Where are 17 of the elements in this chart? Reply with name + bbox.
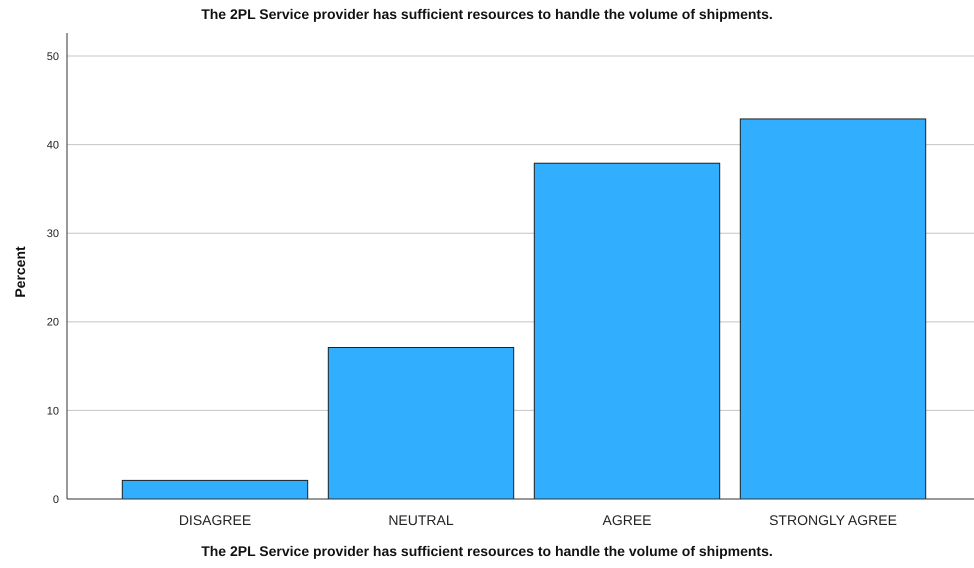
- x-tick-label: AGREE: [602, 512, 652, 528]
- bar: [122, 480, 308, 500]
- chart-title: The 2PL Service provider has sufficient resources to handle the volume of shipments.: [201, 6, 773, 22]
- bar: [740, 118, 926, 500]
- y-axis-title: Percent: [12, 246, 28, 298]
- y-tick-label: 20: [46, 316, 59, 329]
- bar: [328, 347, 514, 500]
- x-axis-title: The 2PL Service provider has sufficient resources to handle the volume of shipments.: [201, 543, 773, 559]
- y-tick-label: 40: [46, 139, 59, 152]
- y-tick-label: 0: [52, 494, 59, 506]
- x-tick-label: DISAGREE: [178, 512, 252, 528]
- y-tick-label: 10: [46, 405, 59, 418]
- bar: [534, 162, 720, 500]
- y-tick-label: 30: [46, 228, 59, 240]
- x-tick-label: NEUTRAL: [388, 512, 454, 528]
- x-tick-label: STRONGLY AGREE: [769, 512, 897, 528]
- y-tick-label: 50: [46, 50, 59, 63]
